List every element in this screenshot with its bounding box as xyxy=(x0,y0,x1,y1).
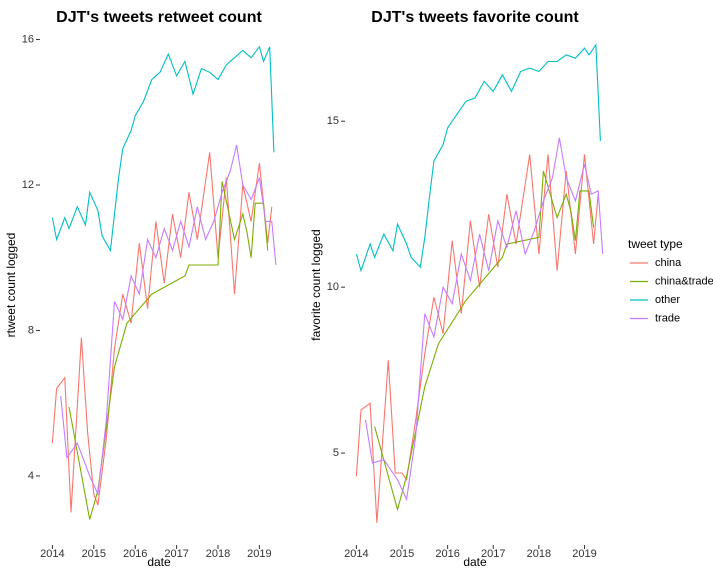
x-tick-label: 2017 xyxy=(164,548,188,560)
series-line xyxy=(355,43,601,273)
x-tick-label: 2016 xyxy=(123,548,147,560)
y-tick-label: 10 xyxy=(327,281,339,293)
y-tick-label: 5 xyxy=(333,447,339,459)
legend-label: china xyxy=(655,257,682,269)
x-tick-label: 2014 xyxy=(40,548,64,560)
series-line xyxy=(68,181,269,520)
y-tick-label: 8 xyxy=(28,324,34,336)
x-tick-label: 2018 xyxy=(527,548,551,560)
legend-label: china&trade xyxy=(655,275,713,287)
legend-label: trade xyxy=(655,312,680,324)
series-line xyxy=(355,154,599,523)
y-axis-label: favorite count logged xyxy=(309,229,323,340)
x-tick-label: 2019 xyxy=(572,548,596,560)
x-tick-label: 2015 xyxy=(82,548,106,560)
chart-title: DJT's tweets favorite count xyxy=(371,9,579,26)
legend-label: other xyxy=(655,294,680,306)
y-tick-label: 16 xyxy=(22,33,34,45)
x-tick-label: 2018 xyxy=(206,548,230,560)
chart-title: DJT's tweets retweet count xyxy=(56,9,262,26)
series-line xyxy=(51,152,273,513)
x-tick-label: 2019 xyxy=(247,548,271,560)
x-tick-label: 2016 xyxy=(435,548,459,560)
y-tick-label: 4 xyxy=(28,470,34,482)
x-tick-label: 2017 xyxy=(481,548,505,560)
y-tick-label: 12 xyxy=(22,179,34,191)
x-tick-label: 2015 xyxy=(390,548,414,560)
series-line xyxy=(374,170,595,512)
x-axis-label: date xyxy=(147,555,171,569)
x-axis-label: date xyxy=(463,555,487,569)
x-tick-label: 2014 xyxy=(344,548,368,560)
series-line xyxy=(60,144,277,497)
series-line xyxy=(51,45,275,253)
legend-title: tweet type xyxy=(628,237,683,251)
y-tick-label: 15 xyxy=(327,115,339,127)
series-line xyxy=(364,137,604,502)
y-axis-label: rtweet count logged xyxy=(4,233,18,338)
